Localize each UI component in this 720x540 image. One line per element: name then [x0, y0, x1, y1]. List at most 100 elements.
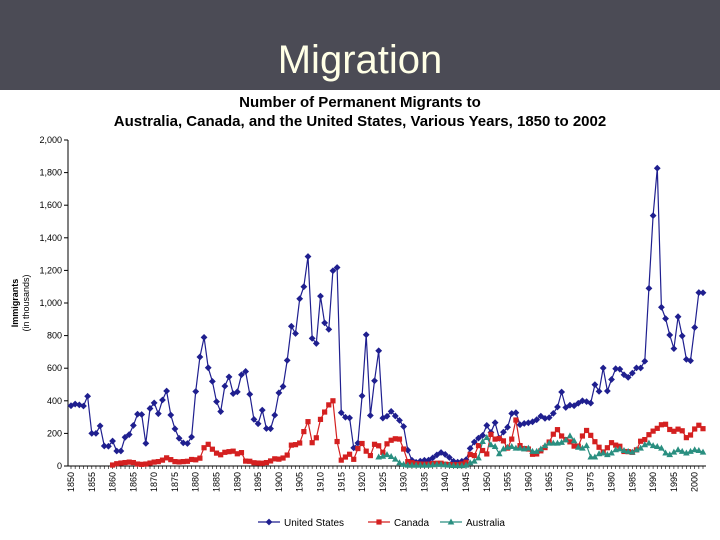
slide-title: Migration	[277, 38, 443, 82]
x-tick-label: 1865	[128, 472, 138, 492]
data-point-united-states	[346, 414, 353, 422]
data-point-canada	[284, 452, 290, 458]
data-point-australia	[483, 433, 491, 440]
data-point-united-states	[624, 373, 632, 381]
data-point-united-states	[375, 347, 383, 355]
data-point-canada	[658, 422, 665, 428]
data-point-united-states	[391, 412, 399, 420]
data-point-canada	[259, 460, 265, 466]
data-point-united-states	[500, 428, 507, 436]
data-point-canada	[492, 436, 498, 442]
data-point-canada	[367, 452, 373, 459]
data-point-canada	[488, 431, 494, 437]
data-point-canada	[596, 444, 602, 450]
data-point-united-states	[238, 371, 245, 379]
data-point-australia	[674, 446, 682, 453]
data-point-united-states	[358, 392, 366, 400]
data-point-united-states	[296, 295, 304, 303]
data-point-australia	[653, 442, 661, 449]
data-point-australia	[687, 447, 694, 454]
data-point-australia	[699, 448, 707, 455]
data-point-canada	[534, 451, 540, 457]
data-point-united-states	[159, 396, 166, 404]
data-point-canada	[159, 457, 166, 463]
x-tick-label: 1945	[461, 472, 471, 492]
data-point-canada	[700, 426, 706, 432]
x-tick-label: 1915	[336, 472, 346, 492]
data-point-canada	[355, 445, 361, 452]
data-point-australia	[379, 452, 387, 459]
data-point-united-states	[246, 390, 254, 398]
data-point-canada	[122, 459, 128, 466]
data-point-united-states	[167, 411, 175, 419]
data-point-united-states	[208, 378, 216, 385]
data-point-australia	[683, 449, 690, 456]
data-point-canada	[126, 459, 132, 465]
data-point-canada	[571, 443, 577, 449]
data-point-australia	[695, 447, 703, 454]
data-point-canada	[579, 433, 586, 439]
data-point-canada	[151, 459, 157, 465]
legend-label-united-states: United States	[284, 518, 344, 529]
data-point-australia	[637, 444, 644, 451]
data-point-australia	[421, 461, 428, 468]
data-point-canada	[592, 439, 598, 445]
data-point-united-states	[383, 412, 391, 420]
legend-marker-australia	[447, 518, 455, 525]
x-tick-label: 1985	[627, 472, 637, 492]
data-point-united-states	[129, 422, 137, 429]
data-point-canada	[392, 436, 398, 442]
data-point-united-states	[637, 364, 645, 372]
data-point-united-states	[333, 264, 341, 271]
data-point-united-states	[520, 420, 528, 427]
data-point-australia	[666, 451, 674, 458]
data-point-united-states	[699, 289, 707, 297]
data-point-united-states	[242, 368, 250, 375]
data-point-united-states	[558, 388, 566, 396]
data-point-australia	[479, 438, 486, 445]
data-point-australia	[441, 461, 449, 468]
data-point-united-states	[150, 399, 158, 407]
data-point-australia	[649, 442, 657, 449]
data-point-united-states	[445, 454, 453, 461]
data-point-united-states	[254, 420, 262, 428]
x-tick-label: 1980	[607, 472, 617, 492]
data-point-united-states	[308, 334, 316, 342]
data-point-canada	[608, 440, 615, 446]
x-tick-label: 1855	[87, 472, 97, 492]
x-tick-label: 1875	[170, 472, 180, 492]
y-tick-label: 800	[47, 331, 62, 341]
data-point-australia	[616, 445, 624, 452]
data-point-australia	[512, 444, 520, 451]
x-tick-label: 1860	[108, 472, 118, 492]
data-point-united-states	[587, 399, 595, 407]
data-point-united-states	[616, 365, 624, 373]
data-point-australia	[529, 447, 536, 454]
data-point-australia	[387, 453, 395, 460]
data-point-united-states	[321, 319, 329, 327]
data-point-canada	[529, 451, 536, 457]
y-tick-label: 1,000	[39, 298, 62, 308]
data-point-australia	[404, 461, 412, 468]
data-point-australia	[396, 459, 403, 466]
data-point-united-states	[366, 412, 374, 419]
x-tick-label: 1925	[378, 472, 388, 492]
data-point-canada	[234, 451, 240, 457]
data-point-united-states	[483, 422, 491, 429]
data-point-australia	[491, 442, 499, 449]
data-point-canada	[371, 441, 378, 447]
data-point-canada	[109, 462, 116, 468]
data-point-canada	[255, 460, 261, 466]
data-point-canada	[696, 422, 702, 428]
data-point-canada	[118, 460, 124, 466]
x-tick-label: 1880	[191, 472, 201, 492]
data-point-united-states	[475, 434, 482, 442]
data-point-united-states	[379, 414, 387, 422]
data-point-canada	[342, 454, 349, 460]
data-point-australia	[678, 447, 686, 454]
data-point-canada	[646, 432, 652, 438]
data-point-australia	[495, 450, 503, 457]
x-tick-label: 1870	[149, 472, 159, 492]
data-point-canada	[263, 459, 270, 466]
data-point-united-states	[599, 364, 607, 372]
